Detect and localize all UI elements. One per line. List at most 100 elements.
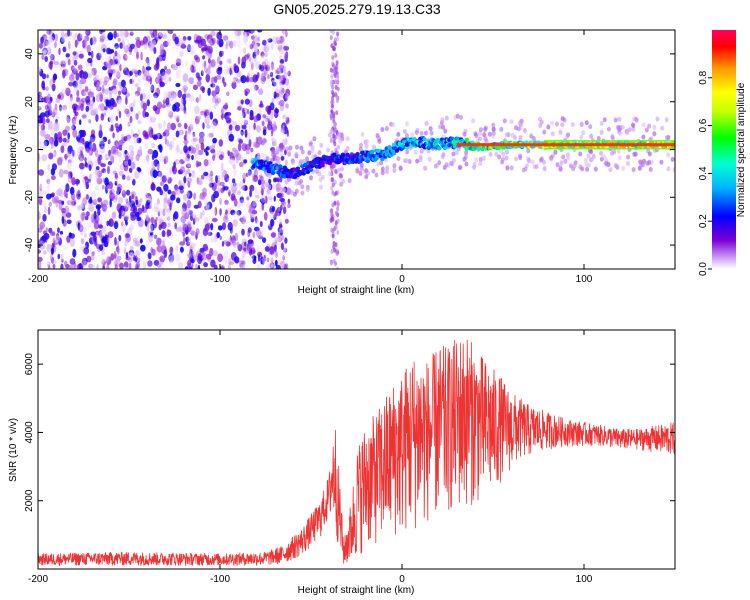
spectrogram-cell [405,158,410,164]
spectrogram-cell [310,148,315,153]
spectrogram-cell [67,145,73,155]
spectrogram-cell [86,44,91,54]
spectrogram-cell [115,177,119,184]
spectrogram-cell [269,261,273,269]
spectrogram-cell [330,103,334,109]
spectrogram-cell [96,236,103,244]
spectrogram-cell [111,85,117,90]
spectrogram-cell [162,40,169,48]
spectrogram-cell [210,148,216,154]
spectrogram-cell [269,212,273,217]
spectrogram-cell [162,239,165,249]
spectrogram-cell [41,189,48,196]
spectrogram-cell [240,75,247,84]
spectrogram-cell [104,141,108,149]
spectrogram-cell [518,122,523,128]
spectrogram-cell [198,115,202,120]
y-tick-label: -40 [24,237,35,252]
spectrogram-cell [50,175,56,181]
spectrogram-cell [336,86,340,92]
spectrogram-cell [174,146,180,155]
spectrogram-cell [81,114,87,119]
spectrogram-cell [199,194,202,200]
spectrogram-cell [145,57,149,64]
spectrogram-cell [499,126,504,132]
spectrogram-cell [129,31,134,36]
spectrogram-cell [90,129,96,136]
spectrogram-cell [267,184,272,190]
spectrogram-cell [84,157,87,162]
spectrogram-cell [660,125,665,131]
spectrogram-cell [179,246,184,253]
spectrogram-cell [71,33,76,40]
spectrogram-cell [190,66,197,73]
spectrogram-cell [119,155,124,160]
spectrogram-cell [44,134,51,140]
spectrogram-cell [242,221,246,230]
spectrogram-cell [257,30,263,33]
spectrogram-cell [142,73,146,81]
spectrogram-cell [106,250,111,256]
spectrogram-cell [191,105,196,113]
spectrogram-cell [100,30,106,33]
spectrogram-cell [110,155,115,164]
spectrogram-cell [670,156,675,162]
spectrogram-cell [248,57,252,62]
spectrogram-cell [63,59,66,65]
spectrogram-cell [54,209,58,215]
spectrogram-cell [137,128,141,135]
spectrogram-cell [88,70,95,76]
spectrogram-cell [69,246,73,255]
spectrogram-cell [330,185,334,191]
spectrogram-cell [608,167,613,173]
spectrogram-cell [131,193,135,200]
spectrogram-cell [271,206,276,212]
spectrogram-cell [209,111,214,120]
spectrogram-cell [311,154,316,160]
spectrogram-cell [226,66,229,75]
spectrogram-cell [112,80,116,88]
spectrogram-cell [49,62,53,71]
spectrogram-cell [209,247,214,257]
spectrogram-cell [57,131,62,140]
spectrogram-cell [516,126,521,132]
spectrogram-cell [129,78,133,84]
spectrogram-cell [141,177,146,185]
spectrogram-track-cell [394,148,400,153]
spectrogram-cell [241,264,245,269]
spectrogram-cell [212,95,216,103]
spectrogram-cell [77,189,81,198]
spectrogram-cell [66,114,71,124]
spectrogram-cell [282,200,287,207]
spectrogram-cell [565,152,570,158]
spectrogram-cell [127,255,133,263]
spectrogram-cell [261,152,264,158]
spectrogram-cell [198,94,202,102]
spectrogram-cell [330,43,334,49]
spectrogram-x-label: Height of straight line (km) [298,285,415,296]
spectrogram-cell [207,231,213,236]
spectrogram-cell [175,70,181,76]
spectrogram-cell [48,201,52,207]
spectrogram-cell [641,122,646,128]
spectrogram-cell [330,260,333,266]
spectrogram-cell [384,169,389,175]
spectrogram-cell [113,189,120,197]
spectrogram-cell [279,222,282,227]
spectrogram-cell [298,159,303,165]
spectrogram-cell [122,53,128,61]
spectrogram-cell [124,266,128,269]
spectrogram-cell [196,177,200,185]
spectrogram-cell [114,46,119,51]
spectrogram-cell [90,172,97,182]
spectrogram-cell [277,101,283,106]
snr-x-ticks: -200 -100 0 100 [28,330,593,585]
spectrogram-cell [90,231,97,236]
spectrogram-cell [165,172,171,181]
spectrogram-cell [449,160,454,166]
spectrogram-cell [149,224,154,234]
spectrogram-cell [586,153,591,159]
spectrogram-cell [208,64,212,70]
spectrogram-cell [241,56,247,65]
spectrogram-cell [183,110,187,115]
